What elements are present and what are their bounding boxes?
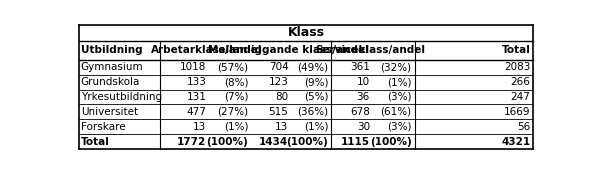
Text: (100%): (100%) bbox=[287, 137, 328, 147]
Text: 247: 247 bbox=[510, 92, 530, 102]
Text: (9%): (9%) bbox=[304, 77, 328, 87]
Text: Grundskola: Grundskola bbox=[81, 77, 140, 87]
Text: (5%): (5%) bbox=[304, 92, 328, 102]
Text: 56: 56 bbox=[517, 122, 530, 132]
Text: 1018: 1018 bbox=[180, 62, 207, 72]
Text: Mellanliggande klass/andel: Mellanliggande klass/andel bbox=[208, 45, 369, 55]
Text: 477: 477 bbox=[187, 107, 207, 117]
Text: 2083: 2083 bbox=[504, 62, 530, 72]
Text: 1669: 1669 bbox=[504, 107, 530, 117]
Text: (1%): (1%) bbox=[387, 77, 411, 87]
Text: 30: 30 bbox=[356, 122, 370, 132]
Text: Utbildning: Utbildning bbox=[81, 45, 142, 55]
Text: Universitet: Universitet bbox=[81, 107, 138, 117]
Text: (3%): (3%) bbox=[387, 92, 411, 102]
Text: 1772: 1772 bbox=[177, 137, 207, 147]
Text: 361: 361 bbox=[350, 62, 370, 72]
Text: Gymnasium: Gymnasium bbox=[81, 62, 143, 72]
Text: (57%): (57%) bbox=[217, 62, 248, 72]
Text: 1115: 1115 bbox=[341, 137, 370, 147]
Text: (3%): (3%) bbox=[387, 122, 411, 132]
Text: 80: 80 bbox=[275, 92, 288, 102]
Text: (7%): (7%) bbox=[224, 92, 248, 102]
Text: 704: 704 bbox=[269, 62, 288, 72]
Text: 131: 131 bbox=[187, 92, 207, 102]
Text: 10: 10 bbox=[356, 77, 370, 87]
Text: (100%): (100%) bbox=[370, 137, 411, 147]
Text: (8%): (8%) bbox=[224, 77, 248, 87]
Text: Arbetarklass/andel: Arbetarklass/andel bbox=[150, 45, 262, 55]
Text: (32%): (32%) bbox=[380, 62, 411, 72]
Text: (100%): (100%) bbox=[207, 137, 248, 147]
Text: 13: 13 bbox=[275, 122, 288, 132]
Text: Forskare: Forskare bbox=[81, 122, 125, 132]
Text: Total: Total bbox=[501, 45, 530, 55]
Text: (1%): (1%) bbox=[304, 122, 328, 132]
Text: (27%): (27%) bbox=[217, 107, 248, 117]
Text: (49%): (49%) bbox=[297, 62, 328, 72]
Text: 1434: 1434 bbox=[259, 137, 288, 147]
Text: Yrkesutbildning: Yrkesutbildning bbox=[81, 92, 162, 102]
Text: (36%): (36%) bbox=[297, 107, 328, 117]
Text: 13: 13 bbox=[193, 122, 207, 132]
Text: 123: 123 bbox=[269, 77, 288, 87]
Text: (61%): (61%) bbox=[380, 107, 411, 117]
Text: 36: 36 bbox=[356, 92, 370, 102]
Text: Total: Total bbox=[81, 137, 109, 147]
Text: (1%): (1%) bbox=[224, 122, 248, 132]
Text: 266: 266 bbox=[510, 77, 530, 87]
Text: 4321: 4321 bbox=[501, 137, 530, 147]
Text: 133: 133 bbox=[187, 77, 207, 87]
Text: Serviceklass/andel: Serviceklass/andel bbox=[315, 45, 425, 55]
Text: 515: 515 bbox=[269, 107, 288, 117]
Text: 678: 678 bbox=[350, 107, 370, 117]
Text: Klass: Klass bbox=[288, 26, 324, 39]
